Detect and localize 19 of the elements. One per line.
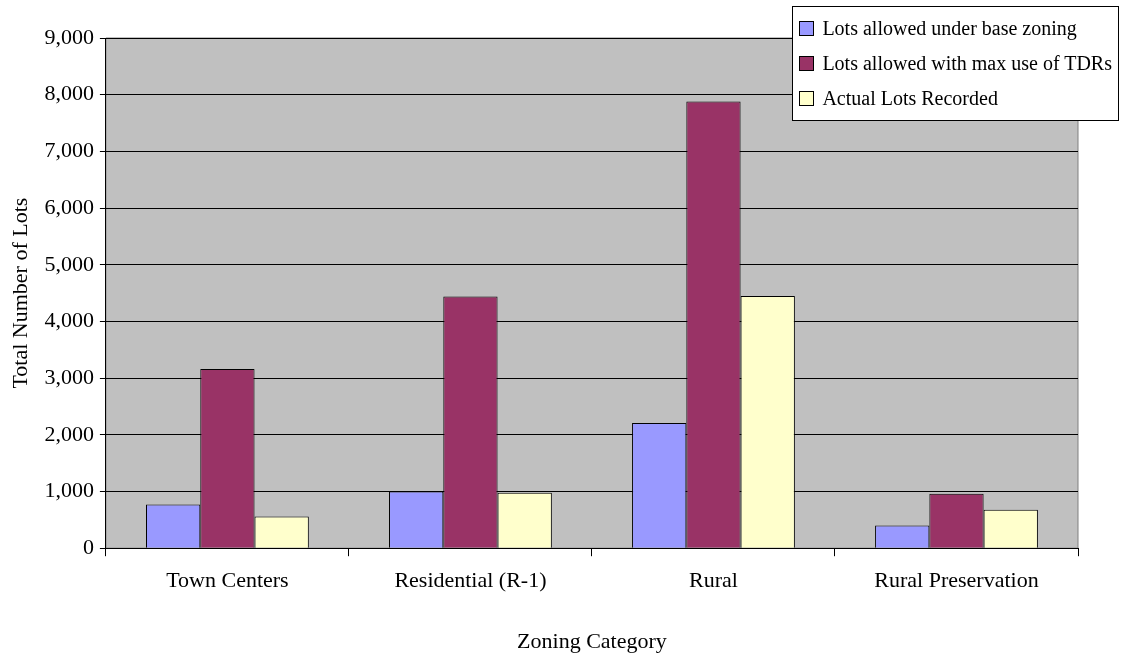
y-tick-label: 3,000 xyxy=(44,363,94,389)
y-tick-label: 8,000 xyxy=(44,80,94,106)
y-tick-label: 7,000 xyxy=(44,137,94,163)
y-tick-label: 5,000 xyxy=(44,250,94,276)
y-tick-label: 6,000 xyxy=(44,193,94,219)
legend-label: Lots allowed under base zoning xyxy=(822,16,1077,42)
y-tick-label: 9,000 xyxy=(44,23,94,49)
x-tick-label: Town Centers xyxy=(166,567,289,593)
y-tick-label: 1,000 xyxy=(44,477,94,503)
x-tick-label: Rural xyxy=(689,567,738,593)
y-axis-title: Total Number of Lots xyxy=(6,197,32,389)
x-tick-label: Residential (R-1) xyxy=(394,567,547,593)
y-tick-label: 4,000 xyxy=(44,307,94,333)
x-axis-title: Zoning Category xyxy=(517,627,667,653)
legend-label: Lots allowed with max use of TDRs xyxy=(822,51,1112,76)
y-tick-label: 2,000 xyxy=(44,420,94,446)
legend-label: Actual Lots Recorded xyxy=(822,86,998,111)
y-tick-label: 0 xyxy=(82,533,94,559)
x-tick-label: Rural Preservation xyxy=(874,567,1039,593)
